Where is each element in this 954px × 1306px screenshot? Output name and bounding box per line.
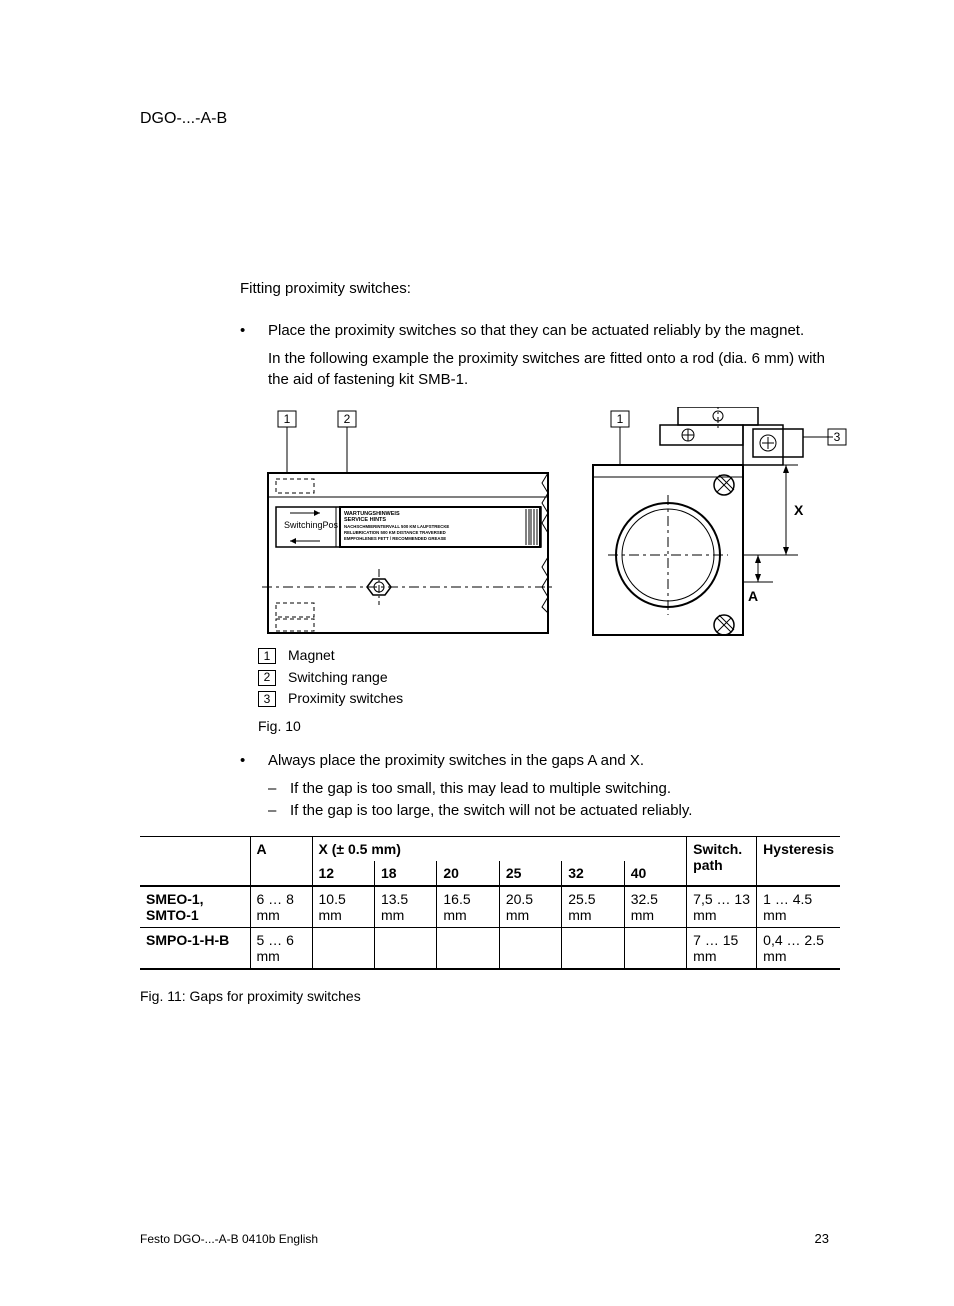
dash-text: If the gap is too large, the switch will… <box>290 800 692 822</box>
svg-text:RELUBRICATION 500 KM DISTANCE: RELUBRICATION 500 KM DISTANCE TRAVERSED <box>344 530 446 535</box>
dash-text: If the gap is too small, this may lead t… <box>290 778 671 800</box>
cell: 10.5 mm <box>312 886 374 928</box>
figure-caption: Fig. 10 <box>258 716 829 736</box>
legend-num: 1 <box>258 648 276 664</box>
th-X: X (± 0.5 mm) <box>312 836 687 861</box>
cell <box>562 927 624 969</box>
bullet-marker: • <box>240 750 268 772</box>
bullet-marker: • <box>240 320 268 342</box>
dash-marker: – <box>268 800 290 822</box>
cell: 5 … 6 mm <box>250 927 312 969</box>
th-x-sub: 18 <box>374 861 436 886</box>
legend-label: Proximity switches <box>288 688 403 710</box>
legend-item: 2 Switching range <box>258 667 829 689</box>
cell: 0,4 … 2.5 mm <box>757 927 840 969</box>
legend-num: 3 <box>258 691 276 707</box>
svg-text:3: 3 <box>834 430 841 444</box>
svg-text:1: 1 <box>284 412 291 426</box>
th-hyst: Hysteresis <box>757 836 840 886</box>
cell: 1 … 4.5 mm <box>757 886 840 928</box>
dash-marker: – <box>268 778 290 800</box>
cell: 20.5 mm <box>499 886 561 928</box>
svg-text:1: 1 <box>617 412 624 426</box>
dash-item: – If the gap is too large, the switch wi… <box>268 800 829 822</box>
th-A: A <box>250 836 312 886</box>
cell: 32.5 mm <box>624 886 686 928</box>
cell <box>374 927 436 969</box>
figure-legend: 1 Magnet 2 Switching range 3 Proximity s… <box>258 645 829 710</box>
svg-text:2: 2 <box>344 412 351 426</box>
table-wrap: A X (± 0.5 mm) Switch. path Hysteresis 1… <box>140 836 829 1004</box>
page-number: 23 <box>815 1231 829 1246</box>
cell: 6 … 8 mm <box>250 886 312 928</box>
cell <box>312 927 374 969</box>
bullet-item: • Always place the proximity switches in… <box>240 750 829 772</box>
cell: 7,5 … 13 mm <box>687 886 757 928</box>
svg-text:EMPFOHLENES FETT / RECOMMENDED: EMPFOHLENES FETT / RECOMMENDED GREASE <box>344 536 446 541</box>
content-section: Fitting proximity switches: • Place the … <box>240 278 829 822</box>
th-x-sub: 12 <box>312 861 374 886</box>
row-name: SMPO-1-H-B <box>140 927 250 969</box>
th-x-sub: 32 <box>562 861 624 886</box>
dash-item: – If the gap is too small, this may lead… <box>268 778 829 800</box>
svg-text:A: A <box>748 588 758 604</box>
cell <box>437 927 499 969</box>
cell: 13.5 mm <box>374 886 436 928</box>
table-row: SMPO-1-H-B 5 … 6 mm 7 … 15 mm 0,4 … 2.5 … <box>140 927 840 969</box>
cell: 25.5 mm <box>562 886 624 928</box>
th-x-sub: 25 <box>499 861 561 886</box>
figure-10: 1 2 SwitchingPos <box>258 407 848 637</box>
legend-item: 1 Magnet <box>258 645 829 667</box>
cell <box>624 927 686 969</box>
page: DGO-...-A-B Fitting proximity switches: … <box>0 0 954 1306</box>
gaps-table: A X (± 0.5 mm) Switch. path Hysteresis 1… <box>140 836 840 970</box>
cell: 16.5 mm <box>437 886 499 928</box>
bullet-item: • Place the proximity switches so that t… <box>240 320 829 342</box>
page-header: DGO-...-A-B <box>140 110 829 128</box>
svg-text:SERVICE HINTS: SERVICE HINTS <box>344 517 386 523</box>
section-heading: Fitting proximity switches: <box>240 278 829 300</box>
legend-num: 2 <box>258 670 276 686</box>
legend-item: 3 Proximity switches <box>258 688 829 710</box>
th-x-sub: 40 <box>624 861 686 886</box>
th-x-sub: 20 <box>437 861 499 886</box>
svg-text:NACHSCHMIERINTERVALL 500 KM LA: NACHSCHMIERINTERVALL 500 KM LAUFSTRECKE <box>344 524 449 529</box>
bullet-text: Place the proximity switches so that the… <box>268 320 829 342</box>
cell <box>499 927 561 969</box>
svg-text:X: X <box>794 502 804 518</box>
bullet-text: Always place the proximity switches in t… <box>268 750 829 772</box>
table-row: SMEO-1, SMTO-1 6 … 8 mm 10.5 mm 13.5 mm … <box>140 886 840 928</box>
th-switch: Switch. path <box>687 836 757 886</box>
legend-label: Switching range <box>288 667 388 689</box>
paragraph: In the following example the proximity s… <box>268 348 829 392</box>
row-name: SMEO-1, SMTO-1 <box>140 886 250 928</box>
footer-text: Festo DGO-...-A-B 0410b English <box>140 1232 318 1246</box>
figure-svg: 1 2 SwitchingPos <box>258 407 848 637</box>
svg-text:SwitchingPos: SwitchingPos <box>284 520 339 530</box>
cell: 7 … 15 mm <box>687 927 757 969</box>
legend-label: Magnet <box>288 645 335 667</box>
table-caption: Fig. 11: Gaps for proximity switches <box>140 988 829 1004</box>
